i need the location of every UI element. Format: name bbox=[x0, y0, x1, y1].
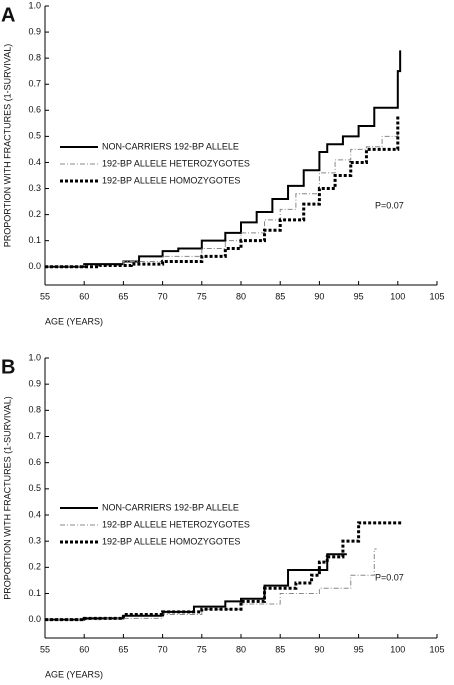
x-tick-label: 85 bbox=[275, 291, 285, 301]
step-line bbox=[45, 50, 402, 268]
x-tick-label: 65 bbox=[118, 291, 128, 301]
legend-label: NON-CARRIERS 192-BP ALLELE bbox=[102, 141, 239, 151]
y-tick-label: 0.6 bbox=[28, 457, 41, 467]
x-tick-label: 90 bbox=[314, 644, 324, 654]
x-tick-label: 95 bbox=[354, 291, 364, 301]
y-tick-label: 0.5 bbox=[28, 483, 41, 493]
y-tick-label: 0.0 bbox=[28, 614, 41, 624]
x-tick-label: 55 bbox=[40, 644, 50, 654]
x-axis-label: AGE (YEARS) bbox=[45, 316, 103, 326]
y-tick-label: 0.7 bbox=[28, 79, 41, 89]
y-tick-label: 0.6 bbox=[28, 105, 41, 115]
x-axis-label: AGE (YEARS) bbox=[45, 669, 103, 679]
panel-label: B bbox=[1, 356, 15, 378]
x-tick-label: 70 bbox=[158, 291, 168, 301]
x-tick-label: 70 bbox=[158, 644, 168, 654]
step-line bbox=[45, 115, 400, 269]
annotation: P=0.07 bbox=[375, 200, 404, 210]
y-tick-label: 0.4 bbox=[28, 509, 41, 519]
y-axis-label: PROPORTION WITH FRACTURES (1-SURVIVAL) bbox=[2, 44, 12, 248]
legend-label: 192-BP ALLELE HETEROZYGOTES bbox=[102, 519, 250, 529]
x-tick-label: 60 bbox=[79, 644, 89, 654]
x-tick-label: 100 bbox=[390, 291, 405, 301]
y-tick-label: 0.3 bbox=[28, 536, 41, 546]
x-tick-label: 60 bbox=[79, 291, 89, 301]
x-tick-label: 80 bbox=[236, 291, 246, 301]
y-tick-label: 0.7 bbox=[28, 431, 41, 441]
y-tick-label: 0.2 bbox=[28, 209, 41, 219]
legend-label: 192-BP ALLELE HOMOZYGOTES bbox=[102, 175, 240, 185]
y-tick-label: 0.8 bbox=[28, 53, 41, 63]
y-tick-label: 0.8 bbox=[28, 405, 41, 415]
x-tick-label: 85 bbox=[275, 644, 285, 654]
step-line bbox=[45, 553, 347, 621]
x-tick-label: 80 bbox=[236, 644, 246, 654]
step-line bbox=[45, 131, 399, 268]
legend-label: 192-BP ALLELE HOMOZYGOTES bbox=[102, 536, 240, 546]
step-line bbox=[45, 521, 402, 622]
legend-label: 192-BP ALLELE HETEROZYGOTES bbox=[102, 158, 250, 168]
y-tick-label: 0.0 bbox=[28, 261, 41, 271]
x-tick-label: 100 bbox=[390, 644, 405, 654]
x-tick-label: 105 bbox=[429, 291, 444, 301]
y-tick-label: 0.3 bbox=[28, 183, 41, 193]
x-tick-label: 75 bbox=[197, 291, 207, 301]
x-tick-label: 105 bbox=[429, 644, 444, 654]
y-tick-label: 1.0 bbox=[28, 352, 41, 362]
y-tick-label: 0.5 bbox=[28, 131, 41, 141]
y-tick-label: 0.9 bbox=[28, 26, 41, 36]
step-line bbox=[45, 548, 377, 621]
x-tick-label: 95 bbox=[354, 644, 364, 654]
y-tick-label: 0.9 bbox=[28, 379, 41, 389]
y-tick-label: 0.2 bbox=[28, 562, 41, 572]
x-tick-label: 65 bbox=[118, 644, 128, 654]
y-axis-label: PROPORTION WITH FRACTURES (1-SURVIVAL) bbox=[2, 396, 12, 600]
panel-label: A bbox=[1, 4, 15, 26]
x-tick-label: 75 bbox=[197, 644, 207, 654]
y-tick-label: 1.0 bbox=[28, 0, 41, 10]
legend-label: NON-CARRIERS 192-BP ALLELE bbox=[102, 502, 239, 512]
y-tick-label: 0.1 bbox=[28, 235, 41, 245]
x-tick-label: 90 bbox=[314, 291, 324, 301]
x-tick-label: 55 bbox=[40, 291, 50, 301]
annotation: P=0.07 bbox=[375, 572, 404, 582]
y-tick-label: 0.1 bbox=[28, 588, 41, 598]
y-tick-label: 0.4 bbox=[28, 157, 41, 167]
